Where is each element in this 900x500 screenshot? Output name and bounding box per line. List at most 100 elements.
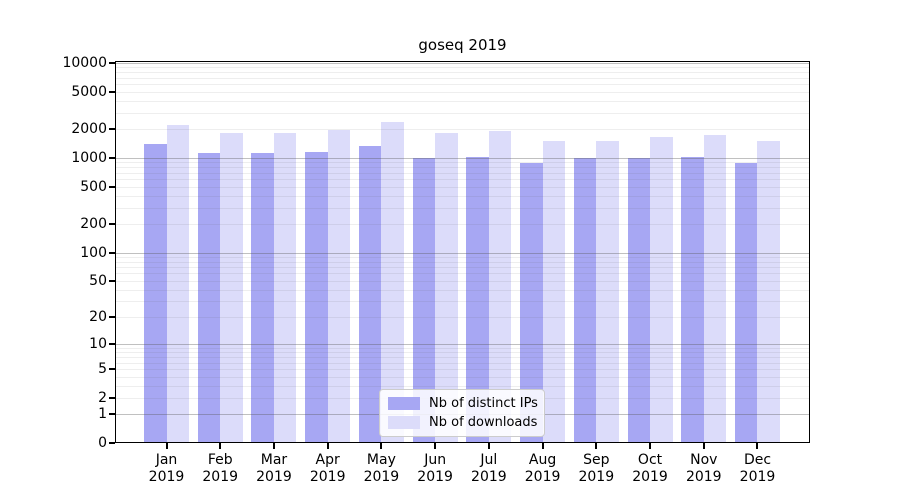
y-tick-label: 2 [98, 389, 107, 406]
bar-downloads-aug [542, 140, 566, 443]
bar-downloads-mar [273, 132, 297, 443]
gridline-minor [115, 162, 810, 164]
gridline-minor [115, 256, 810, 258]
gridline-minor [115, 167, 810, 169]
x-tick-mark [380, 443, 383, 449]
y-tick-mark [109, 343, 115, 346]
x-tick-mark [487, 443, 490, 449]
legend-label-distinct-ips: Nb of distinct IPs [429, 396, 538, 411]
bar-downloads-apr [327, 130, 351, 443]
gridline-minor [115, 352, 810, 354]
y-tick-label: 5 [98, 361, 107, 378]
x-tick-label-jun: Jun 2019 [417, 452, 453, 485]
legend-swatch-downloads [388, 416, 420, 429]
x-tick-mark [541, 443, 544, 449]
gridline-minor [115, 129, 810, 131]
x-tick-label-jul: Jul 2019 [471, 452, 507, 485]
x-tick-mark [326, 443, 329, 449]
gridline-major [115, 252, 810, 254]
x-tick-label-may: May 2019 [363, 452, 400, 485]
y-tick-mark [109, 128, 115, 131]
y-tick-label: 1000 [71, 149, 107, 166]
gridline-minor [115, 172, 810, 174]
legend-label-downloads: Nb of downloads [429, 415, 538, 430]
x-tick-label-feb: Feb 2019 [202, 452, 239, 485]
gridline-major [115, 158, 810, 159]
x-tick-mark [219, 443, 222, 449]
x-tick-mark [434, 443, 437, 449]
gridline-minor [115, 289, 810, 291]
gridline-minor [115, 84, 810, 86]
x-tick-mark [272, 443, 275, 449]
gridline-minor [115, 362, 810, 364]
bar-distinct-ips-jun [412, 157, 436, 443]
bar-distinct-ips-feb [197, 153, 221, 443]
bar-distinct-ips-apr [305, 151, 328, 443]
y-tick-label: 20 [89, 309, 107, 326]
bar-distinct-ips-jan [144, 143, 167, 443]
gridline-minor [115, 385, 810, 387]
x-tick-mark [165, 443, 168, 449]
y-tick-label: 100 [80, 244, 107, 261]
gridline-minor [115, 100, 810, 102]
gridline-minor [115, 317, 810, 319]
plot-area: Nb of distinct IPs Nb of downloads [115, 61, 810, 443]
gridline-minor [115, 72, 810, 74]
x-tick-mark [649, 443, 652, 449]
gridline-minor [115, 91, 810, 93]
y-tick-label: 1 [98, 406, 107, 423]
bar-distinct-ips-aug [520, 162, 543, 443]
bar-distinct-ips-mar [251, 152, 274, 443]
y-tick-label: 200 [80, 216, 107, 233]
y-tick-mark [109, 316, 115, 319]
y-tick-mark [109, 251, 115, 254]
bar-downloads-jan [166, 124, 189, 443]
gridline-minor [115, 224, 810, 226]
y-tick-mark [109, 396, 115, 399]
gridline-minor [115, 179, 810, 180]
gridline-minor [115, 186, 810, 188]
gridline-minor [115, 301, 810, 303]
bar-distinct-ips-oct [627, 158, 651, 443]
bar-downloads-oct [650, 136, 673, 443]
gridline-major [115, 344, 810, 346]
y-tick-mark [109, 223, 115, 226]
gridline-minor [115, 77, 810, 79]
y-tick-mark [109, 279, 115, 282]
x-tick-label-apr: Apr 2019 [309, 452, 346, 485]
bar-downloads-may [381, 121, 404, 443]
bar-downloads-feb [220, 133, 243, 443]
x-tick-label-jan: Jan 2019 [148, 452, 185, 485]
gridline-minor [115, 369, 810, 371]
gridline-minor [115, 261, 810, 263]
bar-distinct-ips-dec [734, 163, 758, 443]
y-tick-label: 0 [98, 435, 107, 451]
bar-downloads-nov [703, 134, 727, 443]
bar-downloads-jul [488, 130, 512, 443]
y-tick-label: 2000 [71, 121, 107, 138]
x-tick-label-oct: Oct 2019 [632, 452, 668, 485]
gridline-minor [115, 273, 810, 275]
x-tick-mark [756, 443, 759, 449]
y-tick-label: 10000 [62, 54, 107, 71]
y-tick-label: 5000 [71, 83, 107, 100]
y-tick-label: 500 [80, 178, 107, 195]
gridline-minor [115, 357, 810, 359]
gridline-minor [115, 207, 810, 209]
x-tick-label-sep: Sep 2019 [578, 452, 615, 485]
x-tick-label-mar: Mar 2019 [256, 452, 292, 485]
y-tick-label: 50 [89, 272, 107, 289]
y-tick-mark [109, 90, 115, 93]
y-tick-mark [109, 442, 115, 444]
y-tick-mark [109, 413, 115, 416]
bar-distinct-ips-nov [681, 156, 704, 443]
gridline-minor [115, 112, 810, 114]
bar-downloads-jun [435, 133, 458, 443]
y-tick-label: 10 [89, 336, 107, 353]
legend-swatch-distinct-ips [388, 397, 420, 410]
y-tick-mark [109, 368, 115, 371]
gridline-minor [115, 67, 810, 69]
x-tick-label-dec: Dec 2019 [739, 452, 776, 485]
legend: Nb of distinct IPs Nb of downloads [379, 389, 545, 437]
